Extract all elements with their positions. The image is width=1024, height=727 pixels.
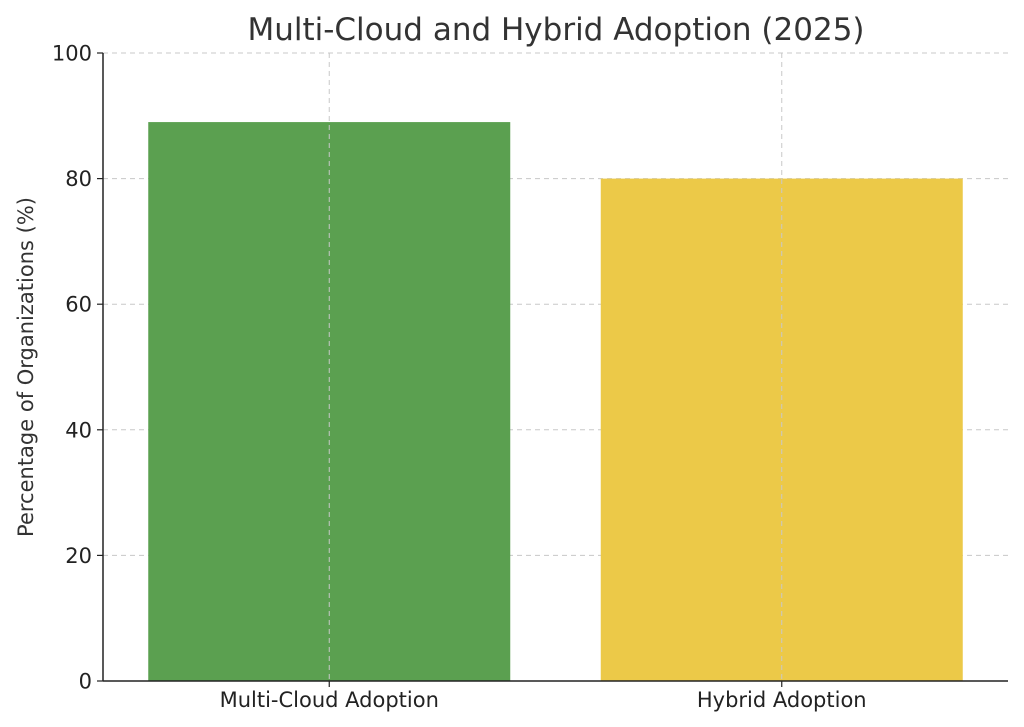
y-axis-label: Percentage of Organizations (%) <box>14 197 38 537</box>
y-tick-label-0: 0 <box>79 670 92 694</box>
y-tick-label-4: 80 <box>65 167 92 191</box>
y-tick-label-2: 40 <box>65 418 92 442</box>
x-grid-lines <box>328 53 783 681</box>
y-ticks: 0 20 40 60 80 100 <box>52 42 103 694</box>
y-tick-label-1: 20 <box>65 544 92 568</box>
chart-title: Multi-Cloud and Hybrid Adoption (2025) <box>247 12 864 48</box>
bars <box>148 122 963 681</box>
x-tick-label-1: Hybrid Adoption <box>697 688 867 712</box>
x-tick-label-0: Multi-Cloud Adoption <box>220 688 439 712</box>
axes <box>102 53 1008 682</box>
grid-lines <box>103 52 1008 556</box>
y-tick-label-5: 100 <box>52 42 92 66</box>
x-ticks: Multi-Cloud Adoption Hybrid Adoption <box>220 681 867 712</box>
y-tick-label-3: 60 <box>65 293 92 317</box>
